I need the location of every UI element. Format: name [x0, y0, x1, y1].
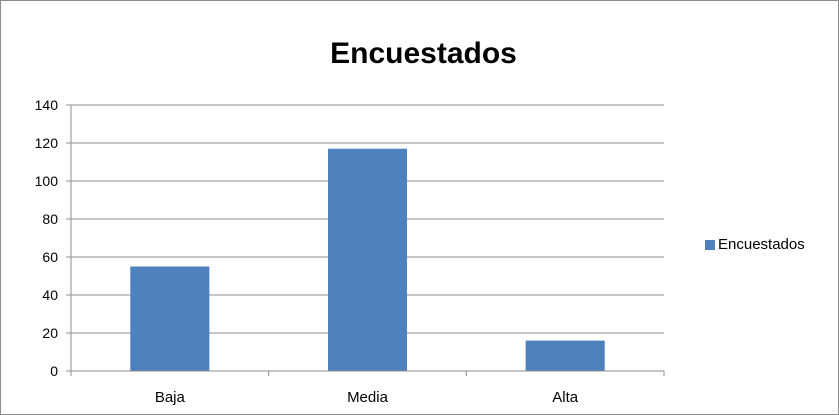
y-tick-label-2: 40 [42, 287, 58, 303]
y-tick-label-0: 0 [50, 363, 58, 379]
bar-baja [130, 266, 210, 371]
x-tick-label-alta: Alta [552, 389, 579, 406]
y-tick-label-5: 100 [35, 173, 59, 189]
y-tick-label-6: 120 [35, 135, 59, 151]
legend-swatch [705, 239, 715, 250]
x-tick-label-baja: Baja [155, 389, 186, 406]
tick-labels: 0 20 40 60 80 100 120 140 Baja Media Alta [35, 97, 579, 406]
y-tick-label-3: 60 [42, 249, 58, 265]
bar-alta [525, 340, 605, 371]
legend: Encuestados [705, 236, 805, 253]
bar-media [327, 148, 408, 371]
bars [130, 148, 605, 371]
y-tick-label-7: 140 [35, 97, 59, 113]
y-tick-label-4: 80 [42, 211, 58, 227]
x-tick-label-media: Media [347, 389, 389, 406]
y-tick-label-1: 20 [42, 325, 58, 341]
legend-label: Encuestados [718, 236, 805, 253]
axes [66, 104, 665, 376]
chart-title: Encuestados [330, 37, 517, 70]
